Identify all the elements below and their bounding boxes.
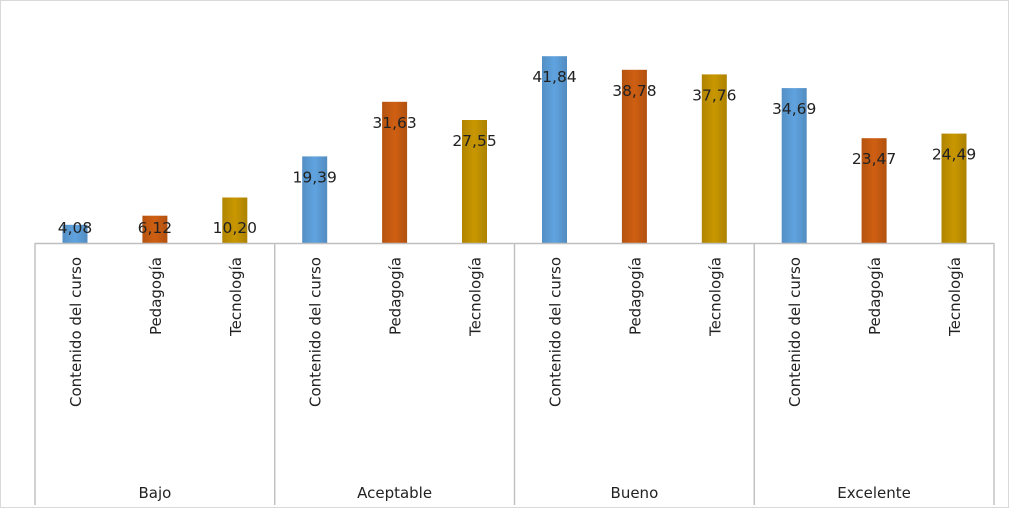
category-tick-label: Contenido del curso bbox=[786, 257, 804, 407]
bar-aceptable-1 bbox=[302, 156, 328, 243]
bar-bueno-1 bbox=[542, 56, 567, 244]
category-tick-label: Tecnología bbox=[946, 257, 964, 337]
category-tick-label: Pedagogía bbox=[387, 257, 405, 335]
bar-excelente-3 bbox=[941, 133, 967, 243]
bar-bajo-1 bbox=[62, 224, 88, 243]
data-label: 37,76 bbox=[692, 86, 736, 104]
data-label: 34,69 bbox=[772, 100, 816, 118]
group-label: Bajo bbox=[138, 484, 171, 502]
data-label: 19,39 bbox=[293, 168, 337, 186]
category-axis: Contenido del curso Pedagogía Tecnología Ba… bbox=[34, 242, 995, 505]
bar-bueno-3 bbox=[701, 74, 727, 244]
bar-bajo-2 bbox=[142, 215, 168, 243]
data-label: 27,55 bbox=[452, 132, 496, 150]
group-label: Aceptable bbox=[357, 484, 432, 502]
bar-bueno-2 bbox=[621, 69, 647, 243]
group-label: Excelente bbox=[837, 484, 911, 502]
bar-excelente-2 bbox=[861, 138, 887, 243]
data-label: 6,12 bbox=[138, 219, 173, 237]
category-tick-label: Pedagogía bbox=[866, 257, 884, 335]
category-tick-label: Tecnología bbox=[467, 257, 485, 337]
category-tick-label: Contenido del curso bbox=[547, 257, 565, 407]
data-label: 24,49 bbox=[932, 146, 976, 164]
data-label: 4,08 bbox=[58, 219, 93, 237]
bar-excelente-1 bbox=[781, 88, 807, 243]
data-label: 23,47 bbox=[852, 150, 896, 168]
bar-aceptable-2 bbox=[382, 101, 408, 243]
category-tick-label: Pedagogía bbox=[147, 257, 165, 335]
data-label: 41,84 bbox=[532, 68, 576, 86]
bars-layer bbox=[62, 56, 967, 244]
category-tick-label: Tecnología bbox=[227, 257, 245, 337]
category-tick-label: Contenido del curso bbox=[67, 257, 85, 407]
category-tick-label: Pedagogía bbox=[626, 257, 644, 335]
data-label: 38,78 bbox=[612, 82, 656, 100]
value-labels-layer: 4,08 6,12 10,20 19,39 31,63 27,55 41,84 38,78 37… bbox=[58, 68, 976, 237]
data-label: 10,20 bbox=[213, 219, 257, 237]
bar-bajo-3 bbox=[222, 197, 248, 243]
group-label: Bueno bbox=[611, 484, 659, 502]
data-label: 31,63 bbox=[372, 114, 416, 132]
category-tick-label: Tecnología bbox=[706, 257, 724, 337]
bar-aceptable-3 bbox=[462, 120, 487, 243]
category-tick-label: Contenido del curso bbox=[307, 257, 325, 407]
